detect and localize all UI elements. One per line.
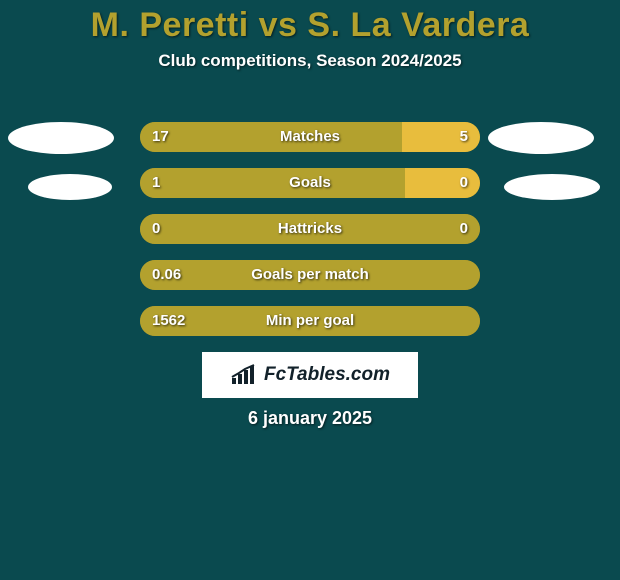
date-label: 6 january 2025 [0,408,620,429]
metric-label: Matches [140,122,480,152]
bars-icon [230,364,258,386]
metric-label: Goals per match [140,260,480,290]
metric-label: Hattricks [140,214,480,244]
metrics-container: 175Matches 10Goals 00Hattricks 0.06Goals pe… [0,122,620,352]
source-logo: FcTables.com [202,352,418,398]
metric-label: Goals [140,168,480,198]
metric-row: 10Goals [0,168,620,198]
metric-row: 1562Min per goal [0,306,620,336]
comparison-infographic: M. Peretti vs S. La Vardera Club competi… [0,0,620,580]
metric-row: 0.06Goals per match [0,260,620,290]
logo-text: FcTables.com [264,364,390,386]
metric-row: 175Matches [0,122,620,152]
page-title: M. Peretti vs S. La Vardera [0,0,620,45]
subtitle: Club competitions, Season 2024/2025 [0,51,620,71]
metric-row: 00Hattricks [0,214,620,244]
metric-label: Min per goal [140,306,480,336]
